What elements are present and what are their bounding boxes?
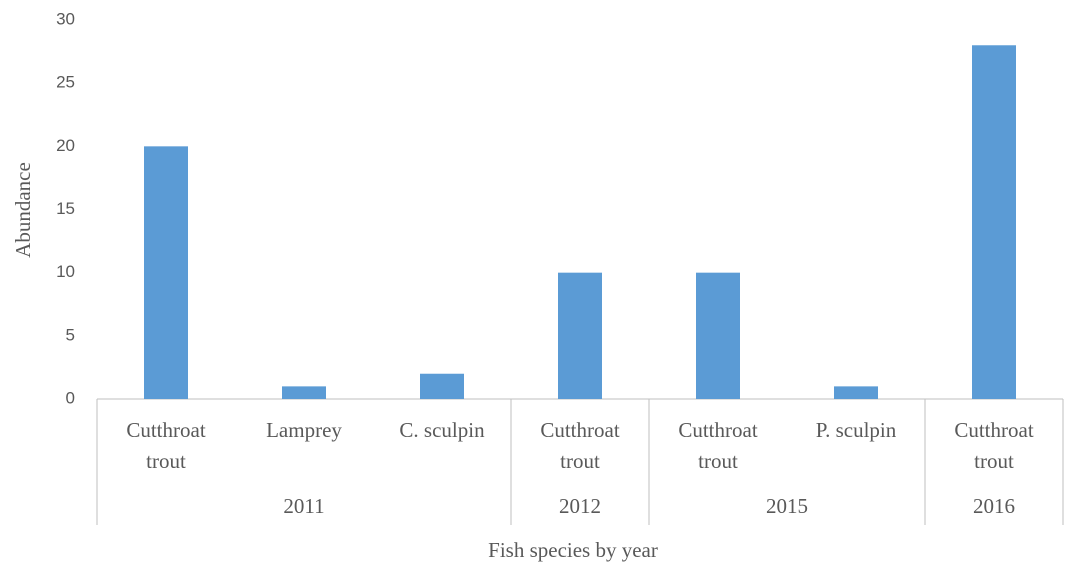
y-tick-label: 20: [56, 136, 75, 155]
bar: [558, 272, 602, 399]
y-tick-label: 25: [56, 73, 75, 92]
group-label: 2016: [973, 494, 1015, 518]
y-tick-label: 5: [66, 325, 75, 344]
bar: [282, 386, 326, 399]
x-tick-label: Cutthroat trout: [678, 418, 757, 473]
group-label: 2015: [766, 494, 808, 518]
bar: [834, 386, 878, 399]
x-tick-label: C. sculpin: [399, 418, 485, 442]
y-axis-title: Abundance: [11, 162, 35, 258]
x-tick-label: P. sculpin: [816, 418, 897, 442]
group-label: 2011: [283, 494, 324, 518]
x-tick-label: Cutthroat trout: [540, 418, 619, 473]
y-tick-label: 30: [56, 9, 75, 28]
x-tick-label: Cutthroat trout: [954, 418, 1033, 473]
bar: [696, 272, 740, 399]
x-tick-label: Cutthroat trout: [126, 418, 205, 473]
x-axis-title: Fish species by year: [488, 538, 658, 562]
x-tick-label: Lamprey: [266, 418, 342, 442]
bar: [972, 45, 1016, 400]
y-tick-label: 0: [66, 388, 75, 407]
bar: [420, 373, 464, 399]
bar: [144, 146, 188, 399]
y-tick-label: 10: [56, 262, 75, 281]
y-tick-label: 15: [56, 199, 75, 218]
group-label: 2012: [559, 494, 601, 518]
